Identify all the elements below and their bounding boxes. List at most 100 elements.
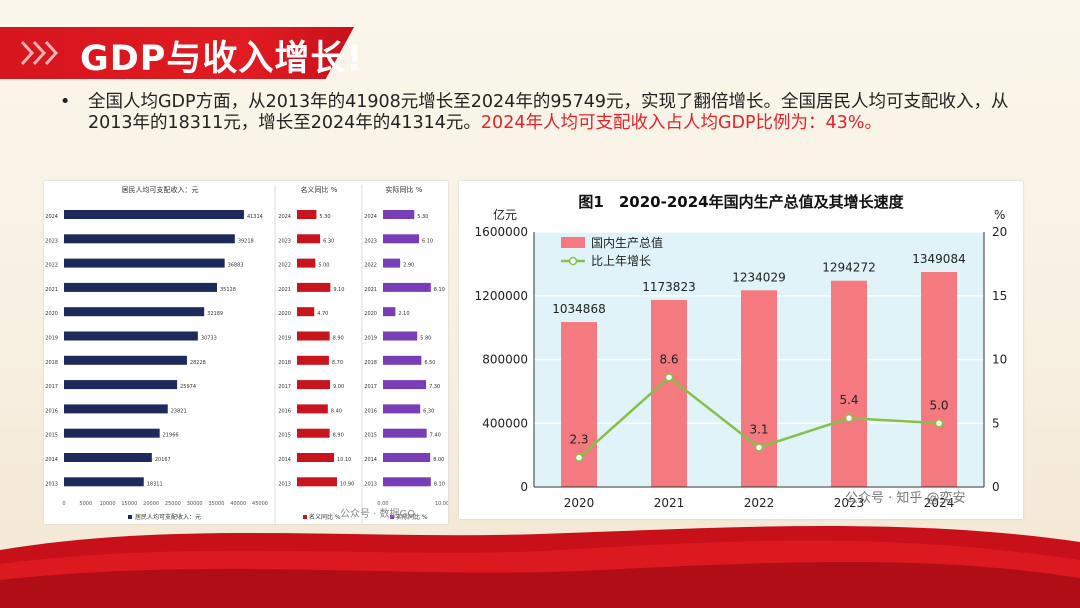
legend2-label: 名义同比 % — [309, 513, 341, 521]
panel1-xtick-label: 5000 — [79, 501, 92, 507]
legend1-label: 居民人均可支配收入：元 — [135, 513, 201, 521]
panel3-bar — [383, 428, 427, 438]
gdp-y2tick-label: 10 — [992, 353, 1007, 367]
summary-highlight: 2024年人均可支配收入占人均GDP比例为：43%。 — [480, 113, 882, 133]
panel3-bar — [383, 404, 421, 414]
panel1-bar — [64, 428, 160, 438]
gdp-ytick-label: 400000 — [482, 416, 528, 430]
panel1-bar — [64, 258, 225, 268]
gdp-y2tick-label: 20 — [992, 225, 1007, 239]
panel3-category-label: 2014 — [364, 457, 377, 463]
gdp-growth-line: 2.3 8.6 3.1 5.4 5.0 — [569, 352, 949, 462]
panel3-value-label: 8.00 — [433, 457, 444, 463]
gdp-title: 图1 2020-2024年国内生产总值及其增长速度 — [578, 193, 904, 211]
bottom-silk-decoration — [0, 525, 1080, 608]
panel1-category-label: 2021 — [45, 287, 58, 293]
panel2-category-label: 2020 — [278, 311, 291, 317]
panel2-bar — [297, 258, 316, 268]
panel2-bar — [297, 477, 337, 487]
panel3-bar — [383, 234, 419, 244]
panel1-bar — [64, 282, 218, 292]
panel2-value-label: 4.70 — [317, 311, 328, 317]
panel2-value-label: 9.10 — [333, 287, 344, 293]
panel2-bar — [297, 453, 335, 462]
panel1-value-label: 39218 — [238, 238, 254, 244]
panel1-category-label: 2023 — [45, 238, 58, 244]
panel2-value-label: 6.30 — [323, 238, 334, 244]
panel3-category-label: 2013 — [364, 481, 377, 487]
panel1-bars: 2024 41314 2023 39218 2022 36883 2021 35128 2020… — [45, 210, 263, 487]
legend-line-label: 比上年增长 — [591, 254, 651, 268]
panel3-category-label: 2019 — [364, 336, 377, 342]
panel2-value-label: 5.00 — [318, 263, 329, 269]
gdp-bar-label: 1034868 — [552, 302, 605, 316]
panel1-value-label: 20167 — [155, 457, 171, 463]
panel3-value-label: 7.30 — [429, 384, 440, 390]
panel3-category-label: 2016 — [364, 408, 377, 414]
gdp-growth-point — [664, 373, 674, 382]
panel2-value-label: 8.90 — [333, 433, 344, 439]
panel1-xticks: 0 5000 10000 15000 20000 25000 30000 35000 40000… — [62, 501, 268, 507]
gdp-growth-label: 8.6 — [659, 352, 678, 366]
panel1-category-label: 2018 — [45, 360, 58, 366]
income-charts-card: 居民人均可支配收入：元 名义同比 % 实际同比 % 2024 41314 2023 3… — [44, 181, 449, 524]
panel2-category-label: 2022 — [278, 263, 291, 269]
gdp-growth-point — [574, 453, 584, 462]
panel3-category-label: 2024 — [364, 214, 377, 220]
panel2-category-label: 2017 — [278, 384, 291, 390]
panel1-bar — [64, 307, 205, 317]
panel3-bar — [383, 355, 422, 365]
page-title: GDP与收入增长! — [80, 39, 364, 79]
panel2-value-label: 10.90 — [340, 481, 354, 487]
panel1-value-label: 23821 — [171, 408, 187, 414]
panel1-xtick-label: 25000 — [165, 501, 181, 507]
panel2-value-label: 5.30 — [319, 214, 330, 220]
gdp-xtick-label: 2021 — [654, 496, 685, 510]
panel1-value-label: 35128 — [220, 287, 236, 293]
panel3-value-label: 5.80 — [420, 336, 431, 342]
gdp-xtick-label: 2023 — [834, 496, 865, 510]
panel2-value-label: 9.00 — [333, 384, 344, 390]
panel2-value-label: 8.70 — [332, 360, 343, 366]
gdp-xticks: 2020 2021 2022 2023 2024 — [564, 496, 955, 510]
panel1-category-label: 2015 — [45, 433, 58, 439]
panel1-xtick-label: 45000 — [252, 501, 268, 507]
panel2-category-label: 2016 — [278, 408, 291, 414]
gdp-y2tick-label: 5 — [992, 416, 1000, 430]
legend-bar-swatch — [561, 237, 585, 248]
gdp-bar — [921, 271, 957, 487]
panel2-bar — [297, 282, 331, 292]
panel3-value-label: 2.90 — [403, 263, 414, 269]
panel1-value-label: 30733 — [201, 336, 217, 342]
panel3-xtick-label: 10.00 — [435, 501, 448, 507]
gdp-bar-label: 1294272 — [822, 261, 875, 275]
gdp-chart-svg: 图1 2020-2024年国内生产总值及其增长速度 亿元 % 1034868 11… — [475, 193, 1008, 510]
panel1-bar — [64, 453, 152, 462]
gdp-bar — [651, 299, 687, 487]
gdp-ytick-label: 800000 — [482, 353, 528, 367]
gdp-ytick-label: 0 — [520, 480, 528, 494]
panel3-category-label: 2018 — [364, 360, 377, 366]
panel3-category-label: 2020 — [364, 311, 377, 317]
income-charts-svg: 居民人均可支配收入：元 名义同比 % 实际同比 % 2024 41314 2023 3… — [45, 185, 449, 524]
summary-normal: 全国人均GDP方面，从2013年的41908元增长至2024年的95749元，实… — [88, 92, 1009, 133]
panel3-value-label: 2.10 — [398, 311, 409, 317]
watermark-right: 公众号 · 知乎 @奕安 — [845, 491, 966, 506]
panel1-bar — [64, 355, 187, 365]
gdp-ytick-label: 1200000 — [475, 289, 528, 303]
legend1-swatch — [128, 515, 132, 519]
gdp-growth-label: 5.4 — [839, 393, 858, 407]
gdp-growth-point — [934, 419, 944, 428]
gdp-yticks: 0 400000 800000 1200000 1600000 0 5 10 15 20 — [475, 225, 1008, 494]
panel3-value-label: 5.30 — [417, 214, 428, 220]
panel1-xtick-label: 35000 — [208, 501, 224, 507]
panel1-bar — [64, 380, 178, 390]
gdp-chart-card: 图1 2020-2024年国内生产总值及其增长速度 亿元 % 1034868 11… — [459, 181, 1023, 519]
panel3-bar — [383, 282, 431, 292]
panel2-value-label: 8.90 — [333, 336, 344, 342]
panel2-category-label: 2015 — [278, 433, 291, 439]
panel1-xtick-label: 0 — [62, 501, 65, 507]
panel1-category-label: 2020 — [45, 311, 58, 317]
panel1-bar — [64, 404, 168, 414]
gdp-bar — [831, 280, 867, 487]
